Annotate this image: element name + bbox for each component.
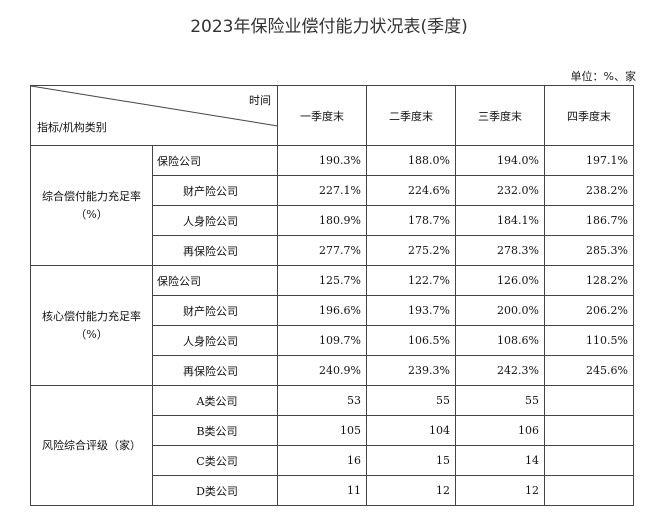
table-row: 综合偿付能力充足率 （%） 保险公司 190.3% 188.0% 194.0% … — [30, 145, 634, 266]
value-cell: 128.2% — [544, 265, 634, 296]
value-cell: 197.1% — [544, 145, 634, 176]
value-cell: 16 — [277, 445, 367, 476]
value-cell: 106 — [455, 415, 545, 446]
table-row: B类公司 105 104 106 — [31, 415, 634, 446]
value-cell: 245.6% — [544, 355, 634, 386]
row-label: 财产险公司 — [152, 295, 278, 326]
table-row: D类公司 11 12 12 — [31, 475, 634, 506]
row-label: 再保险公司 — [152, 355, 278, 386]
value-cell: 122.7% — [366, 265, 456, 296]
group-label: 核心偿付能力充足率 （%） — [30, 265, 153, 386]
value-cell: 11 — [277, 475, 367, 506]
table-row: 再保险公司 240.9% 239.3% 242.3% 245.6% — [31, 355, 634, 386]
value-cell: 278.3% — [455, 235, 545, 266]
row-label: 财产险公司 — [152, 175, 278, 206]
value-cell: 14 — [455, 445, 545, 476]
value-cell: 277.7% — [277, 235, 367, 266]
quarter-header: 二季度末 — [366, 85, 456, 146]
value-cell: 200.0% — [455, 295, 545, 326]
value-cell: 196.6% — [277, 295, 367, 326]
value-cell: 12 — [366, 475, 456, 506]
value-cell: 190.3% — [277, 145, 367, 176]
row-label: C类公司 — [152, 445, 278, 476]
value-cell: 239.3% — [366, 355, 456, 386]
value-cell: 232.0% — [455, 175, 545, 206]
value-cell: 126.0% — [455, 265, 545, 296]
quarter-header: 四季度末 — [544, 85, 634, 146]
value-cell: 178.7% — [366, 205, 456, 236]
value-cell: 55 — [455, 385, 545, 416]
row-label: 保险公司 — [152, 145, 278, 176]
value-cell: 193.7% — [366, 295, 456, 326]
quarter-header: 三季度末 — [455, 85, 545, 146]
value-cell: 105 — [277, 415, 367, 446]
row-label: 再保险公司 — [152, 235, 278, 266]
value-cell: 224.6% — [366, 175, 456, 206]
page-title: 2023年保险业偿付能力状况表(季度) — [190, 17, 468, 37]
value-cell — [544, 475, 634, 506]
value-cell — [544, 415, 634, 446]
unit-note: 单位：%、家 — [570, 70, 636, 83]
quarter-header: 一季度末 — [277, 85, 367, 146]
value-cell: 206.2% — [544, 295, 634, 326]
value-cell: 184.1% — [455, 205, 545, 236]
row-label: 保险公司 — [152, 265, 278, 296]
header-row: 时间 指标/机构类别 一季度末 二季度末 三季度末 四季度末 — [30, 85, 634, 146]
value-cell: 15 — [366, 445, 456, 476]
row-label: B类公司 — [152, 415, 278, 446]
value-cell: 238.2% — [544, 175, 634, 206]
diagonal-line — [31, 86, 277, 127]
value-cell: 285.3% — [544, 235, 634, 266]
value-cell: 242.3% — [455, 355, 545, 386]
value-cell: 108.6% — [455, 325, 545, 356]
value-cell — [544, 445, 634, 476]
group-name: 核心偿付能力充足率 — [42, 309, 141, 323]
table-row: 再保险公司 277.7% 275.2% 278.3% 285.3% — [31, 235, 634, 266]
value-cell: 106.5% — [366, 325, 456, 356]
group-unit: （%） — [75, 327, 108, 341]
row-label: 人身险公司 — [152, 325, 278, 356]
value-cell: 53 — [277, 385, 367, 416]
time-label: 时间 — [249, 94, 271, 107]
table-row: 风险综合评级（家） A类公司 53 55 55 — [30, 385, 634, 506]
table-row: 人身险公司 109.7% 106.5% 108.6% 110.5% — [31, 325, 634, 356]
group-name: 风险综合评级（家） — [42, 438, 141, 452]
value-cell: 227.1% — [277, 175, 367, 206]
value-cell: 12 — [455, 475, 545, 506]
table-row: 核心偿付能力充足率 （%） 保险公司 125.7% 122.7% 126.0% … — [30, 265, 634, 386]
value-cell: 55 — [366, 385, 456, 416]
row-label: A类公司 — [152, 385, 278, 416]
row-label: 人身险公司 — [152, 205, 278, 236]
diagonal-header-cell: 时间 指标/机构类别 — [30, 85, 278, 146]
value-cell: 194.0% — [455, 145, 545, 176]
value-cell — [544, 385, 634, 416]
solvency-table: 时间 指标/机构类别 一季度末 二季度末 三季度末 四季度末 综合偿付能力充足率… — [30, 85, 634, 506]
value-cell: 186.7% — [544, 205, 634, 236]
value-cell: 275.2% — [366, 235, 456, 266]
value-cell: 109.7% — [277, 325, 367, 356]
group-label: 综合偿付能力充足率 （%） — [30, 145, 153, 266]
value-cell: 104 — [366, 415, 456, 446]
row-label: D类公司 — [152, 475, 278, 506]
category-label: 指标/机构类别 — [37, 121, 107, 134]
value-cell: 240.9% — [277, 355, 367, 386]
group-name: 综合偿付能力充足率 — [42, 189, 141, 203]
value-cell: 125.7% — [277, 265, 367, 296]
group-label: 风险综合评级（家） — [30, 385, 153, 506]
group-unit: （%） — [75, 207, 108, 221]
value-cell: 180.9% — [277, 205, 367, 236]
table-row: 财产险公司 196.6% 193.7% 200.0% 206.2% — [31, 295, 634, 326]
value-cell: 110.5% — [544, 325, 634, 356]
value-cell: 188.0% — [366, 145, 456, 176]
